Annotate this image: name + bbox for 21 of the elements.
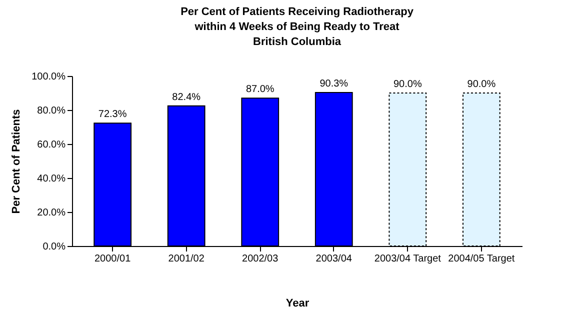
y-tick-label: 0.0% [42,242,66,252]
x-tick-label: 2002/03 [242,254,279,264]
x-tick-label: 2000/01 [94,254,132,264]
data-label: 90.3% [320,78,348,90]
x-axis-title: Year [286,298,310,310]
data-label: 72.3% [98,109,127,120]
y-tick-label: 40.0% [37,174,66,184]
data-label: 90.0% [467,79,496,90]
x-tick-label: 2001/02 [168,254,205,264]
y-axis-title: Per Cent of Patients [10,109,23,214]
x-tick-label: 2003/04 Target [374,254,442,264]
data-label: 82.4% [172,92,201,103]
x-tick-label: 2003/04 [316,254,352,264]
y-tick-label: 60.0% [37,140,66,150]
chart-title: Per Cent of Patients Receiving Radiotherapy within 4 Weeks of Being Ready to Treat British Columbia [180,6,414,48]
data-label: 87.0% [246,84,274,96]
x-tick-label: 2004/05 Target [448,254,515,264]
y-tick-label: 80.0% [37,106,66,116]
y-tick-label: 100.0% [32,72,66,82]
data-label: 90.0% [393,79,422,90]
y-tick-label: 20.0% [37,208,66,218]
